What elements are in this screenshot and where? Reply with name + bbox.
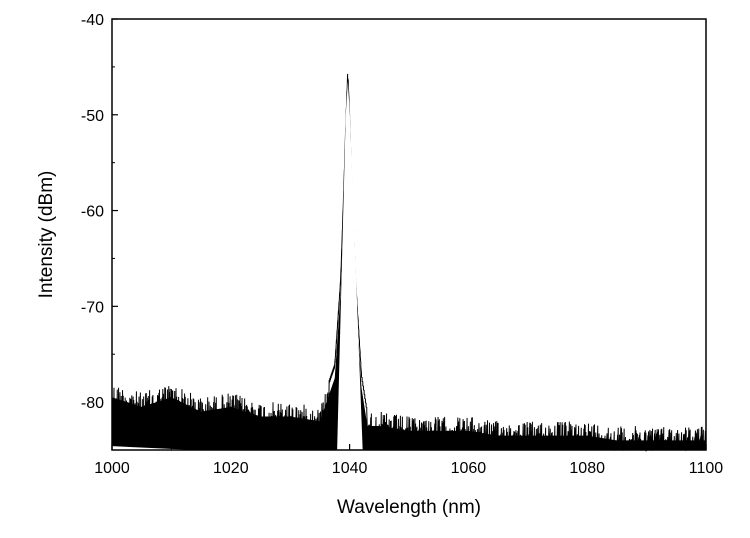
spectrum-noise-fill: [112, 113, 706, 450]
y-tick-label: -60: [81, 204, 104, 221]
y-tick-label: -40: [81, 12, 104, 29]
y-axis-ticks: -80 -70 -60 -50 -40: [81, 12, 118, 451]
y-tick-label: -50: [81, 108, 104, 125]
plot-frame: [111, 18, 707, 451]
x-tick-label: 1100: [689, 460, 724, 477]
x-tick-label: 1040: [332, 460, 368, 477]
noise-floor-notch: [112, 446, 196, 450]
x-axis-ticks: 1000 1020 1040 1060 1080 1100: [94, 444, 723, 477]
x-axis-label: Wavelength (nm): [337, 497, 481, 518]
peak-hollow-region: [337, 81, 363, 450]
y-tick-label: -80: [81, 395, 104, 412]
spectrum-series-line: [111, 73, 707, 452]
x-tick-label: 1000: [94, 460, 130, 477]
plot-area: [111, 73, 707, 452]
x-tick-label: 1060: [451, 460, 487, 477]
x-tick-label: 1080: [569, 460, 605, 477]
y-axis-label: Intensity (dBm): [36, 171, 57, 299]
x-tick-label: 1020: [213, 460, 249, 477]
y-tick-label: -70: [81, 299, 104, 316]
